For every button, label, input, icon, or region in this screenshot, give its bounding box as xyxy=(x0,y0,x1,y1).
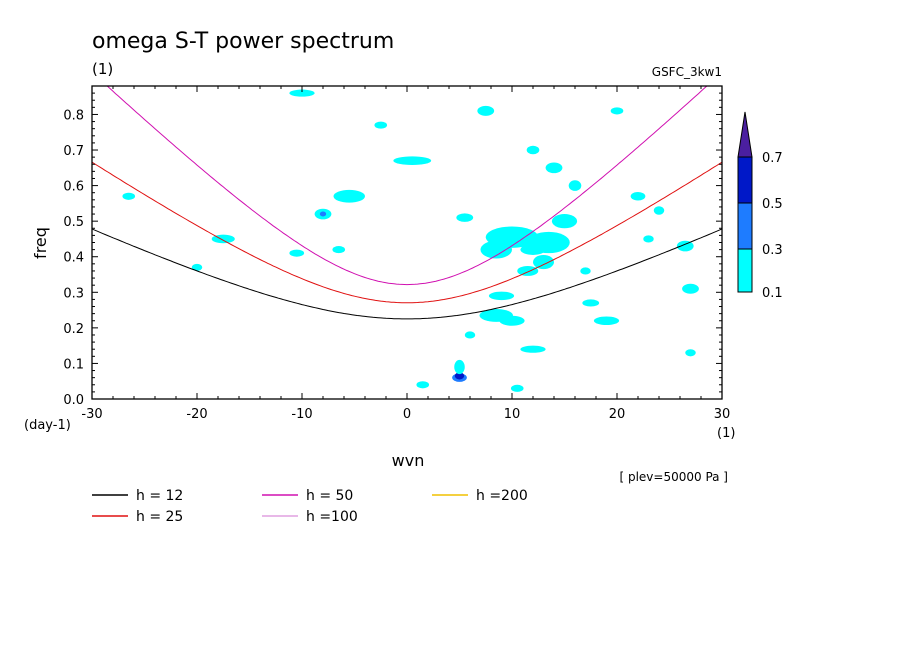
contour-blob-36 xyxy=(510,384,524,392)
contour-blob-35 xyxy=(416,381,430,389)
x-tick-label: -10 xyxy=(291,407,312,422)
x-tick-label: 30 xyxy=(714,407,731,422)
legend-label-h50: h = 50 xyxy=(306,488,353,504)
y-tick-label: 0.8 xyxy=(63,108,84,123)
colorbar-label: 0.3 xyxy=(762,243,783,258)
colorbar-label: 0.5 xyxy=(762,197,783,212)
level-note: [ plev=50000 Pa ] xyxy=(619,470,728,484)
x-tick-label: -20 xyxy=(186,407,207,422)
y-tick-label: 0.7 xyxy=(63,144,84,159)
contour-blob-30 xyxy=(630,191,646,201)
colorbar: 0.1 0.3 0.5 0.7 xyxy=(737,111,783,301)
contour-blob-18 xyxy=(393,156,432,165)
legend-label-h12: h = 12 xyxy=(136,488,183,504)
dispersion-curves xyxy=(92,86,722,320)
contour-blob-5 xyxy=(480,240,512,259)
y-tick-label: 0.2 xyxy=(63,322,84,337)
contour-blob-27 xyxy=(582,299,600,307)
legend-label-h100: h =100 xyxy=(306,509,358,525)
contour-blob-23 xyxy=(568,180,582,191)
y-tick-label: 0.0 xyxy=(63,393,84,408)
legend-label-h200: h =200 xyxy=(476,488,528,504)
legend: h = 12 h = 25 h = 50 h =100 h =200 xyxy=(92,488,528,525)
chart-title: omega S-T power spectrum xyxy=(92,29,394,54)
plot-frame xyxy=(91,85,723,400)
y-tick-label: 0.3 xyxy=(63,286,84,301)
colorbar-segment-0 xyxy=(737,248,753,293)
x-unit-label: (1) xyxy=(717,426,735,441)
y-axis-label: freq xyxy=(31,227,50,259)
curve-h25 xyxy=(92,161,722,304)
colorbar-label: 0.1 xyxy=(762,286,783,301)
contour-blob-43 xyxy=(643,235,654,243)
x-axis-label: wvn xyxy=(392,451,425,470)
contour-blob-1 xyxy=(454,372,465,380)
contour-blob-14 xyxy=(517,265,539,276)
contour-blob-15 xyxy=(333,189,365,203)
contour-blob-31 xyxy=(653,206,665,215)
contour-blob-39 xyxy=(374,121,388,129)
colorbar-top-arrow xyxy=(737,111,753,158)
contour-blob-25 xyxy=(551,214,578,229)
contour-blob-21 xyxy=(477,105,495,116)
contour-blob-13 xyxy=(488,291,515,301)
chart-subtitle: (1) xyxy=(92,60,113,78)
contour-blob-42 xyxy=(580,267,591,275)
y-tick-label: 0.6 xyxy=(63,180,84,195)
contour-blob-33 xyxy=(122,192,136,200)
x-tick-label: 0 xyxy=(403,407,411,422)
contour-blob-24 xyxy=(526,145,540,155)
contour-blob-29 xyxy=(682,283,699,294)
colorbar-segment-2 xyxy=(737,156,753,204)
x-tick-label: -30 xyxy=(81,407,102,422)
contour-blob-26 xyxy=(593,316,620,326)
contour-blob-11 xyxy=(499,315,525,326)
contour-blob-34 xyxy=(191,263,203,271)
axis-ticks: -30 -20 -10 0 10 20 30 0.0 0.1 0.2 0.3 0.4 0.5 0.6 0.7… xyxy=(63,86,730,422)
y-tick-label: 0.4 xyxy=(63,251,84,266)
x-tick-label: 20 xyxy=(609,407,626,422)
colorbar-label: 0.7 xyxy=(762,151,783,166)
contour-blob-8 xyxy=(533,254,554,270)
x-tick-label: 10 xyxy=(504,407,521,422)
contour-blob-37 xyxy=(464,331,476,339)
contour-blob-12 xyxy=(520,345,546,353)
contour-blob-38 xyxy=(332,246,346,254)
contour-fill-layer xyxy=(122,89,699,392)
legend-label-h25: h = 25 xyxy=(136,509,183,525)
contour-blob-20 xyxy=(289,249,305,257)
y-unit-label: (day-1) xyxy=(24,418,71,433)
y-tick-label: 0.1 xyxy=(63,357,84,372)
contour-blob-28 xyxy=(676,240,694,252)
contour-blob-22 xyxy=(545,162,563,174)
contour-blob-7 xyxy=(527,231,570,254)
contour-blob-44 xyxy=(456,213,474,222)
contour-blob-2 xyxy=(454,359,465,375)
model-label: GSFC_3kw1 xyxy=(652,65,722,79)
contour-blob-41 xyxy=(685,349,696,357)
contour-blob-32 xyxy=(289,89,315,97)
curve-h50 xyxy=(106,86,708,286)
curve-h12 xyxy=(92,228,722,320)
contour-blob-40 xyxy=(610,107,624,115)
contour-blob-17 xyxy=(319,211,327,217)
colorbar-segment-1 xyxy=(737,202,753,250)
y-tick-label: 0.5 xyxy=(63,215,84,230)
